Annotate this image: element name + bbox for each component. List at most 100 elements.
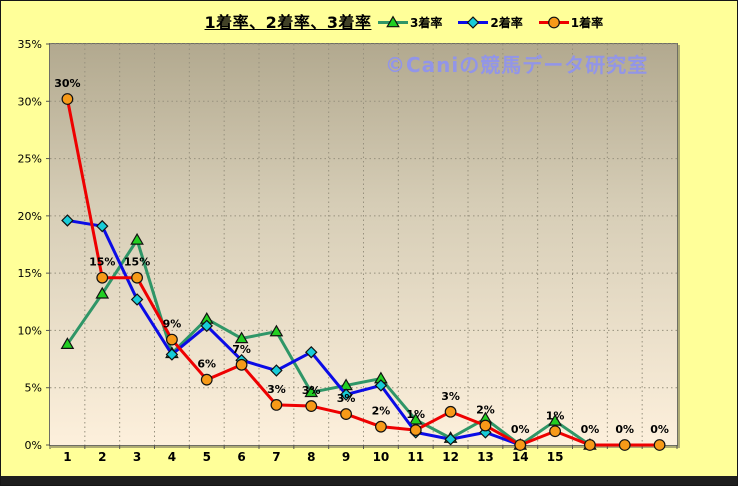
x-tick-label: 2 — [98, 450, 106, 464]
legend-item-3: 1着率 — [538, 14, 604, 31]
circle-marker — [166, 333, 178, 346]
data-label: 6% — [197, 358, 216, 371]
x-tick-label: 10 — [373, 450, 390, 464]
circle-marker — [653, 439, 666, 451]
x-tick-label: 3 — [133, 450, 141, 464]
data-label: 0% — [511, 423, 530, 436]
y-tick-label: 10% — [18, 324, 42, 337]
y-tick-label: 0% — [25, 439, 42, 452]
x-tick-label: 13 — [477, 450, 494, 464]
circle-marker — [131, 271, 143, 284]
diamond-marker — [444, 433, 457, 446]
data-label: 3% — [302, 384, 321, 397]
x-tick-label: 14 — [512, 450, 529, 464]
x-tick-label: 9 — [342, 450, 350, 464]
circle-marker — [305, 400, 318, 412]
circle-marker — [61, 93, 74, 105]
triangle-marker — [269, 324, 284, 337]
data-label: 0% — [615, 423, 634, 436]
data-label: 9% — [163, 318, 182, 331]
triangle-marker — [386, 15, 400, 28]
data-label: 2% — [476, 404, 495, 417]
y-tick-label: 5% — [25, 382, 42, 395]
y-tick-label: 20% — [18, 210, 42, 223]
y-tick-label: 15% — [18, 267, 42, 280]
x-tick-label: 12 — [442, 450, 459, 464]
data-label: 30% — [54, 77, 80, 90]
triangle-marker — [60, 337, 75, 349]
diamond-marker — [96, 219, 109, 233]
diamond-marker — [305, 345, 318, 359]
bottom-border-bar — [1, 476, 737, 485]
circle-marker — [270, 399, 283, 411]
circle-marker — [584, 439, 596, 451]
x-tick-label: 6 — [237, 450, 245, 464]
x-tick-label: 8 — [307, 450, 315, 464]
legend-swatch-triangle — [378, 15, 408, 28]
diamond-marker — [339, 388, 353, 401]
y-tick-label: 35% — [18, 38, 42, 51]
triangle-marker — [304, 385, 319, 398]
legend-swatch-diamond — [458, 16, 489, 29]
data-label: 15% — [89, 256, 115, 269]
x-axis-labels: 1 2 3 4 5 6 7 8 9 10 11 12 13 14 15 — [63, 450, 563, 464]
legend-item-2: 2着率 — [458, 14, 523, 31]
plot-area: 0% 5% 10% 15% 20% 25% 30% 35% 1 2 3 4 5 6 7 8 9 10 11 12 13 1… — [18, 38, 678, 464]
diamond-marker — [130, 293, 144, 306]
circle-marker — [375, 420, 387, 433]
y-tick-label: 25% — [18, 153, 42, 166]
plot-svg: 0%5%10%15%20%25%30%35%1 2 3 4 5 6 7 8 9 10 11 12 13 1… — [18, 38, 678, 464]
circle-marker — [514, 439, 527, 451]
legend-label: 3着率 — [410, 16, 443, 30]
data-label: 0% — [581, 423, 600, 436]
diamond-marker — [467, 16, 480, 29]
y-tick-label: 30% — [18, 95, 42, 108]
x-tick-label: 15 — [547, 450, 564, 464]
diamond-marker — [374, 379, 388, 392]
circle-marker — [200, 373, 213, 386]
data-label: 2% — [372, 405, 391, 418]
diamond-marker — [200, 319, 213, 333]
data-label: 15% — [124, 256, 150, 269]
data-label: 1% — [406, 408, 425, 421]
diamond-marker — [61, 214, 74, 227]
data-label: 7% — [232, 343, 251, 356]
legend-swatch-circle — [538, 16, 569, 29]
circle-marker — [96, 271, 109, 284]
data-label: 3% — [337, 392, 356, 405]
circle-marker — [444, 405, 457, 418]
x-tick-label: 11 — [407, 450, 424, 464]
circle-marker — [479, 419, 492, 432]
circle-marker — [549, 425, 561, 438]
legend: 3着率 2着率 1着率 — [378, 14, 603, 31]
data-labels: 30% 15% 15% 9% 6% 7% 3% 3% 3% 2% 1% 3% 2% 0% 1% 0% 0% 0% — [54, 77, 669, 436]
diamond-marker — [165, 348, 179, 361]
data-label: 0% — [650, 423, 669, 436]
chart-title: 1着率、2着率、3着率 — [204, 13, 372, 32]
gridlines — [50, 43, 677, 445]
legend-item-1: 3着率 — [378, 14, 442, 31]
diamond-marker — [270, 364, 283, 377]
data-label: 3% — [267, 383, 286, 396]
triangle-marker — [95, 286, 110, 299]
x-tick-label: 7 — [272, 450, 280, 464]
x-tick-label: 4 — [168, 450, 176, 464]
triangle-marker — [130, 232, 144, 245]
legend-label: 1着率 — [570, 16, 604, 30]
axis-ticks — [46, 43, 678, 449]
circle-marker — [547, 16, 560, 29]
circle-marker — [340, 408, 352, 420]
legend-label: 2着率 — [490, 16, 523, 30]
data-label: 3% — [441, 390, 460, 403]
data-label: 1% — [546, 409, 565, 422]
circle-marker — [618, 439, 631, 451]
triangle-marker — [234, 331, 249, 344]
x-tick-label: 1 — [63, 450, 71, 464]
x-tick-label: 5 — [203, 450, 211, 464]
y-axis-labels: 0% 5% 10% 15% 20% 25% 30% 35% — [18, 38, 42, 452]
circle-marker — [235, 358, 248, 371]
triangle-marker — [548, 413, 562, 426]
circle-marker — [409, 424, 422, 437]
triangle-marker — [408, 412, 423, 425]
